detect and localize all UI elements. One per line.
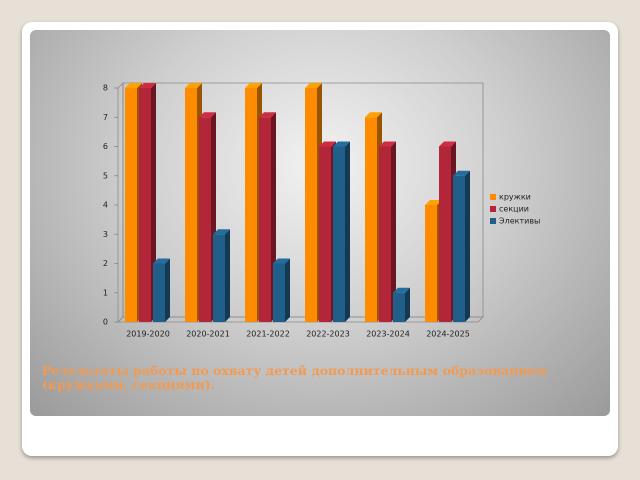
bar-side	[405, 287, 410, 322]
bar-top	[259, 112, 276, 118]
y-tick-label: 4	[103, 201, 108, 210]
bar-side	[391, 141, 396, 322]
y-tick-label: 0	[103, 318, 108, 327]
bar-top	[319, 141, 336, 147]
y-tick-label: 2	[103, 259, 108, 268]
bar	[379, 146, 391, 322]
side-wall	[117, 82, 124, 323]
legend-swatch	[490, 206, 496, 212]
bar-top	[185, 83, 202, 88]
bar-side	[165, 258, 170, 322]
bar	[139, 88, 151, 322]
bar	[199, 117, 211, 322]
bar	[259, 117, 271, 322]
caption-line: Результаты работы по охвату детей дополн…	[42, 363, 547, 378]
bar	[305, 88, 317, 322]
bar-top	[273, 258, 290, 264]
x-tick-label: 2023-2024	[366, 330, 410, 339]
bar	[213, 234, 225, 322]
bar-top	[139, 83, 156, 88]
x-tick-label: 2019-2020	[126, 330, 170, 339]
bar	[245, 88, 257, 322]
bar-top	[333, 141, 350, 147]
legend-label: Элективы	[499, 217, 540, 226]
bar	[273, 263, 285, 322]
bar-top	[199, 112, 216, 118]
y-tick-label: 6	[103, 142, 108, 151]
bar-top	[213, 229, 230, 235]
legend-swatch	[490, 218, 496, 224]
y-tick-label: 1	[103, 288, 108, 297]
bar-side	[285, 258, 290, 322]
bar-top	[153, 258, 170, 264]
legend-label: кружки	[499, 193, 531, 202]
caption-line: (кружками, секциями).	[42, 377, 215, 392]
bar-top	[365, 112, 382, 118]
legend-swatch	[490, 194, 496, 200]
bar-top	[439, 141, 456, 147]
y-tick-label: 8	[103, 84, 108, 93]
floor	[117, 316, 484, 323]
bar-top	[425, 200, 442, 205]
y-tick-label: 5	[103, 171, 108, 180]
bar-top	[379, 141, 396, 147]
x-tick-label: 2022-2023	[306, 330, 350, 339]
bar-side	[465, 170, 470, 322]
bar-top	[245, 83, 262, 88]
bar	[125, 88, 137, 322]
bar	[393, 292, 405, 322]
y-tick-label: 3	[103, 230, 108, 239]
bar	[153, 263, 165, 322]
bar	[439, 146, 451, 322]
caption: Результаты работы по охвату детей дополн…	[42, 364, 562, 392]
x-tick-label: 2020-2021	[186, 330, 230, 339]
x-tick-label: 2024-2025	[426, 330, 470, 339]
bar	[319, 146, 331, 322]
x-tick-label: 2021-2022	[246, 330, 290, 339]
bar	[453, 175, 465, 322]
bar-side	[225, 229, 230, 322]
bar	[333, 146, 345, 322]
bar-side	[345, 141, 350, 322]
bar	[425, 205, 437, 322]
bar	[185, 88, 197, 322]
legend-label: секции	[499, 205, 529, 214]
y-tick-label: 7	[103, 113, 108, 122]
bar-top	[393, 287, 410, 293]
bar-top	[125, 83, 142, 88]
bar	[365, 117, 377, 322]
bar-top	[305, 83, 322, 88]
bar-top	[453, 170, 470, 176]
